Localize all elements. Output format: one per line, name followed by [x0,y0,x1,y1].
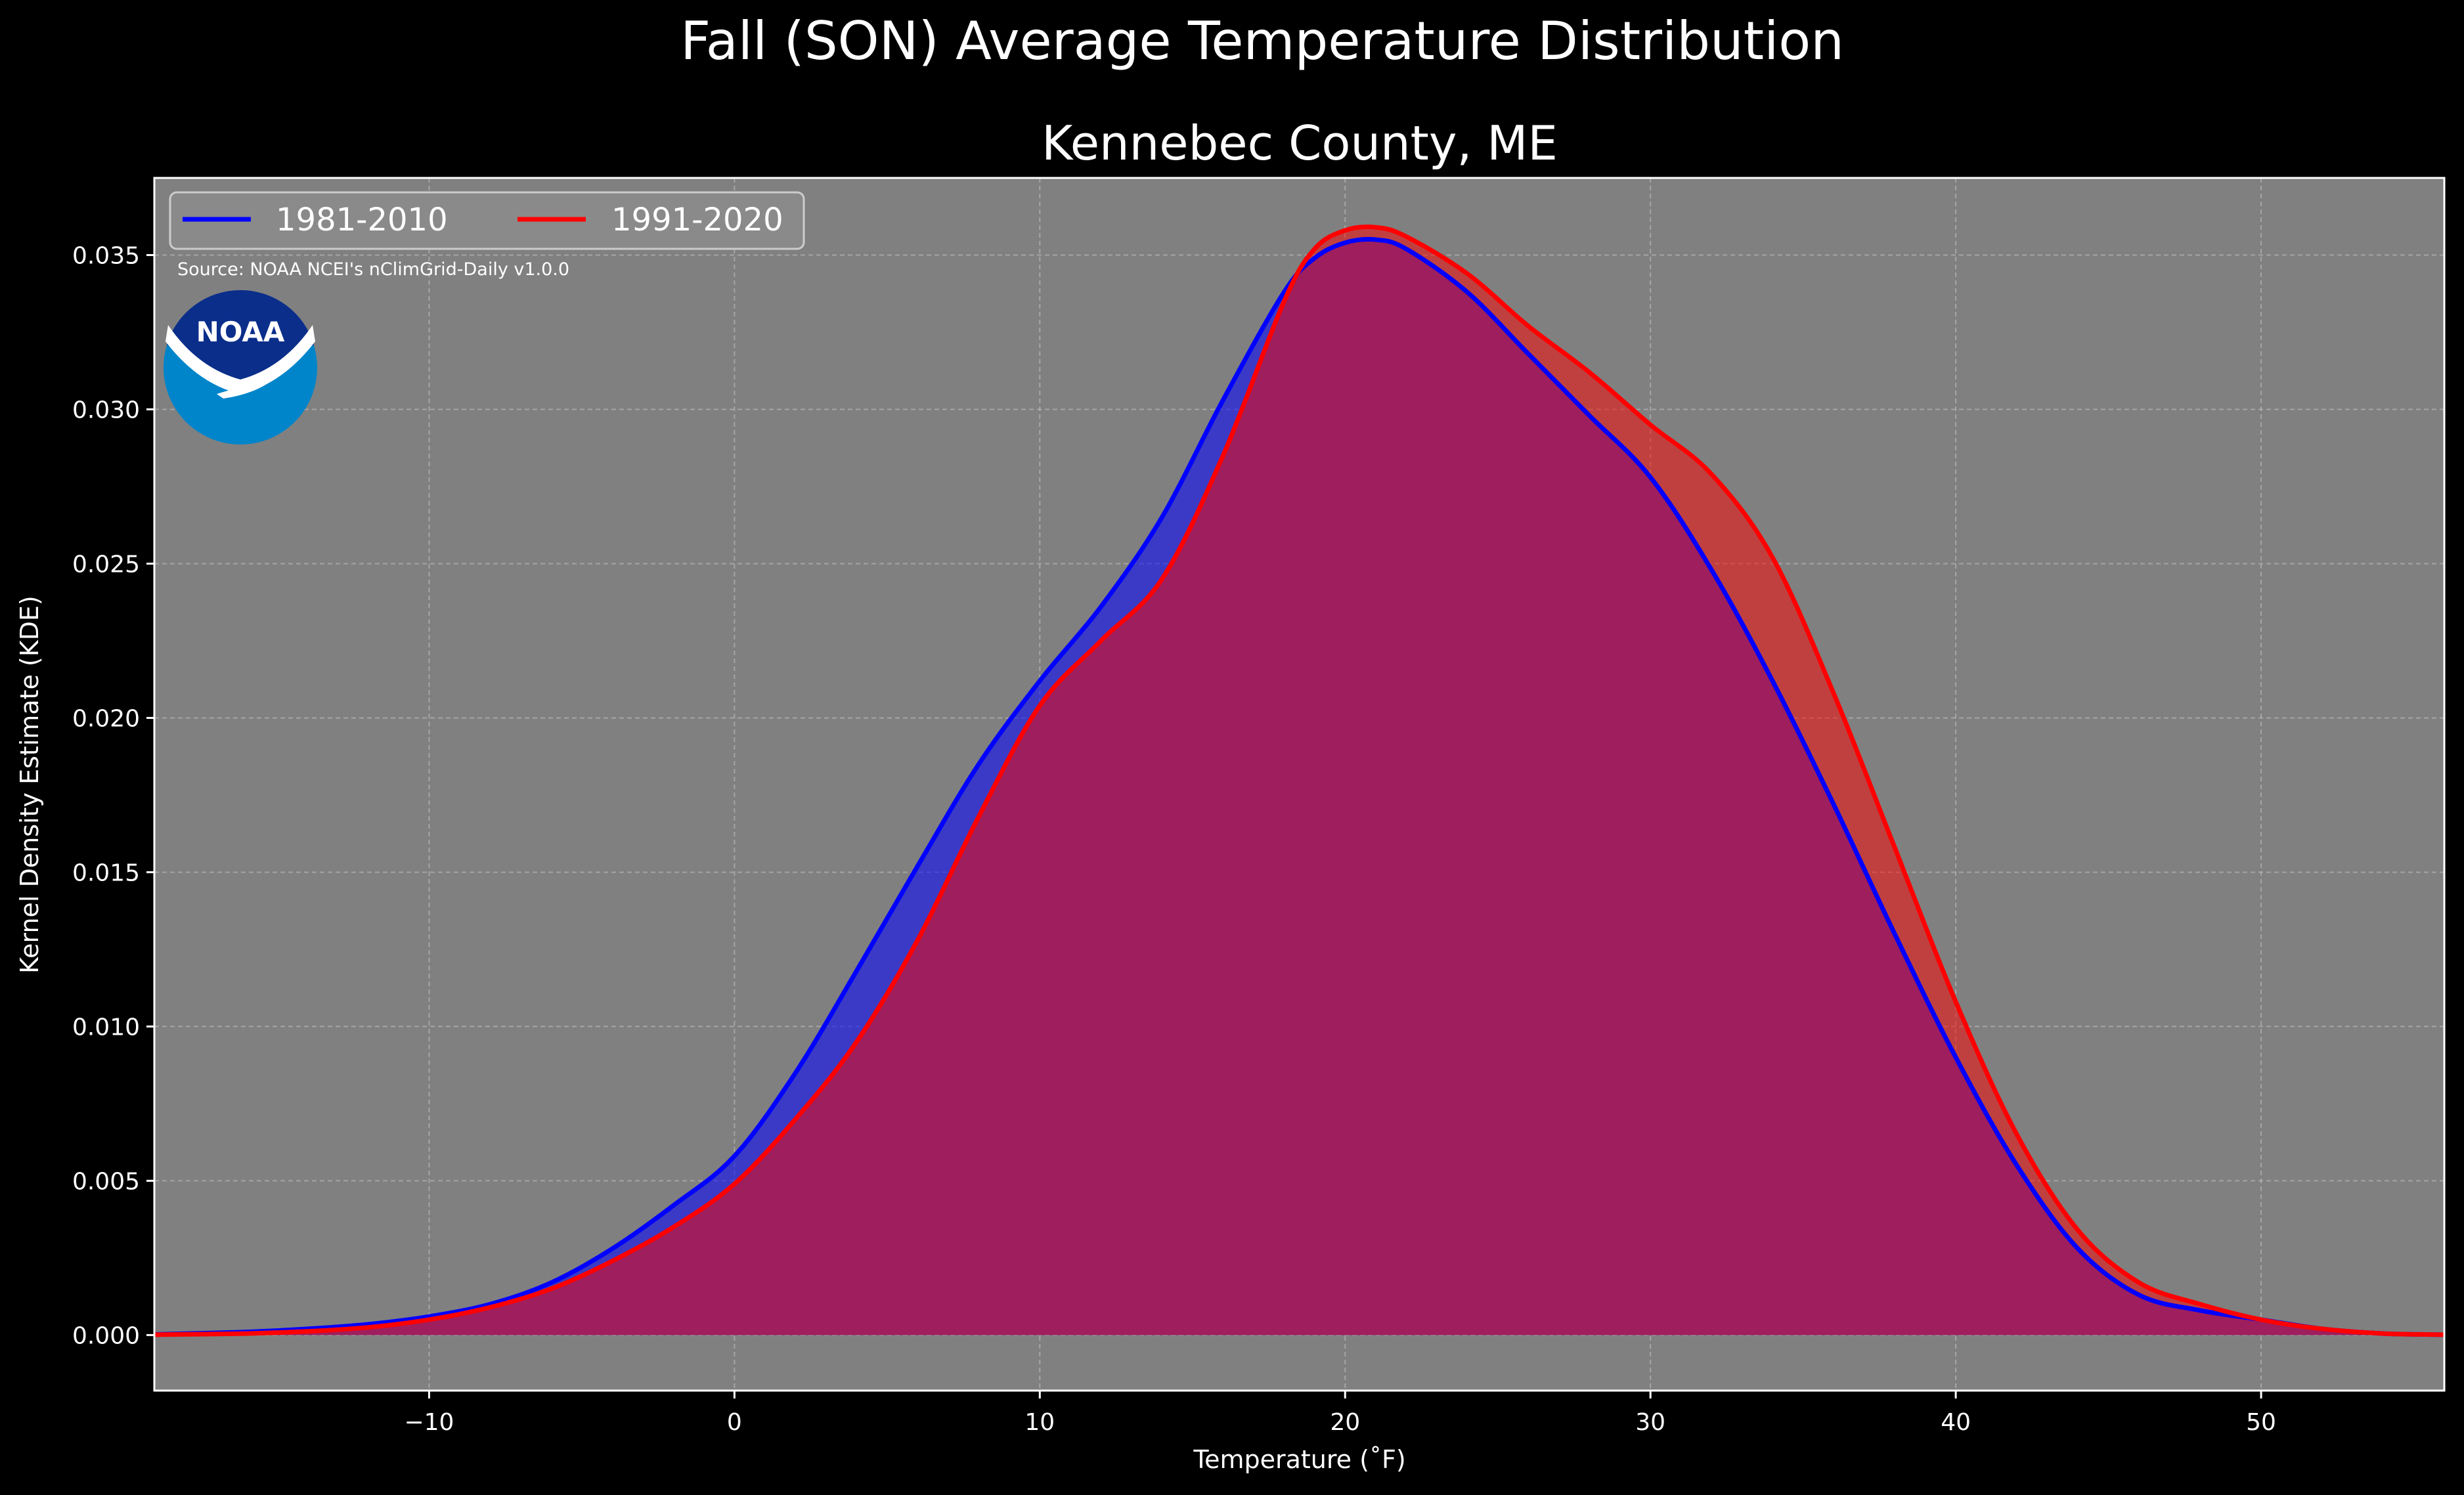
line-1991-2020 [154,224,2445,1337]
y-axis-label: Kernel Density Estimate (KDE) [15,596,44,974]
noaa-logo: NOAA [164,290,317,444]
y-tick-label: 0.000 [72,1322,140,1349]
source-note: Source: NOAA NCEI's nClimGrid-Daily v1.0… [177,259,569,280]
line-1981-2010 [154,236,2445,1337]
x-tick-label: 0 [727,1409,742,1436]
y-tick-label: 0.025 [72,551,140,578]
area-overlap [154,239,2444,1335]
legend-box [169,191,805,250]
x-axis-label: Temperature (˚F) [1193,1445,1405,1474]
x-tick-label: 40 [1941,1409,1971,1436]
plot-frame [153,177,2446,1392]
y-tick-label: 0.030 [72,397,140,423]
y-tick-label: 0.010 [72,1014,140,1041]
y-tick-label: 0.035 [72,242,140,269]
y-tick-label: 0.020 [72,705,140,732]
x-tick-label: 50 [2246,1409,2276,1436]
x-tick-label: 10 [1024,1409,1055,1436]
y-tick-label: 0.005 [72,1168,140,1195]
series-layer [154,224,2445,1337]
legend-label-1981-2010: 1981-2010 [276,202,448,238]
x-tick-label: 20 [1330,1409,1360,1436]
noaa-logo-text: NOAA [196,316,285,348]
chart-title: Fall (SON) Average Temperature Distribut… [680,11,1844,72]
y-tick-label: 0.015 [72,859,140,886]
legend: 1981-2010 1991-2020 [169,191,805,250]
legend-label-1991-2020: 1991-2020 [611,202,783,238]
chart-subtitle: Kennebec County, ME [1042,116,1558,171]
x-tick-label: 30 [1635,1409,1665,1436]
axis-layer: −10 0 10 20 30 40 50 0.000 0.005 0.010 0.015 0.020 0… [72,242,2276,1436]
x-tick-label: −10 [404,1409,454,1436]
